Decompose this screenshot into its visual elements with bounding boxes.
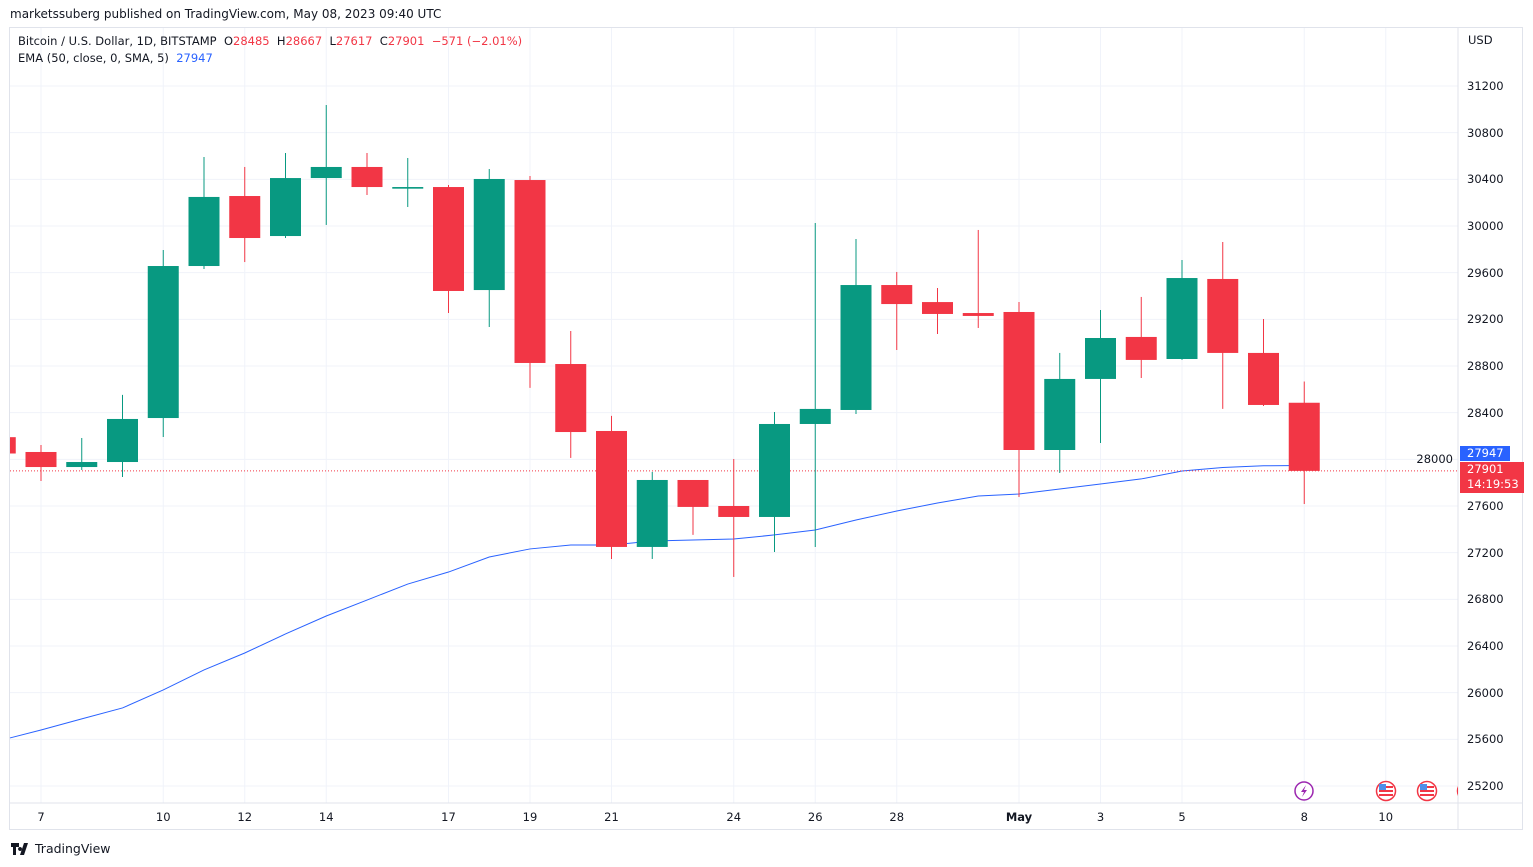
high-value: 28667 [285,34,323,48]
candle-body[interactable] [310,166,342,179]
candle-body[interactable] [1288,402,1320,471]
candle-body[interactable] [1044,378,1076,450]
candle-body[interactable] [636,479,668,547]
price-tick-label: 26000 [1467,685,1504,700]
price-tick-label: 26800 [1467,592,1504,607]
price-tick-label: 30400 [1467,172,1504,187]
candle-body[interactable] [10,437,16,454]
ema-price-tag: 27947 [1460,446,1510,461]
low-value: 27617 [335,34,373,48]
candle-body[interactable] [555,364,587,433]
price-tick-label: 26400 [1467,639,1504,653]
publisher-line: marketssuberg published on TradingView.c… [10,7,442,21]
candle-body[interactable] [66,462,98,468]
change-value: −571 (−2.01%) [431,34,523,48]
time-tick-label: 14 [318,810,334,824]
candle-body[interactable] [229,196,261,239]
chart-frame [9,27,1523,830]
candle-body[interactable] [1207,278,1239,353]
symbol-title[interactable]: Bitcoin / U.S. Dollar, 1D, BITSTAMP [18,34,217,48]
price-tick-label: 28400 [1467,405,1504,420]
candle-body[interactable] [881,285,913,305]
candle-body[interactable] [922,302,953,314]
time-tick-label: 5 [1178,810,1186,824]
time-tick-label: 21 [604,810,619,824]
open-value: 28485 [233,34,270,48]
us-flag-icon[interactable] [1375,780,1397,802]
price-tick-label: 30800 [1467,125,1504,140]
time-tick-label: 24 [726,810,742,824]
price-tick-label: 25200 [1467,779,1504,793]
time-tick-label: 19 [522,810,538,824]
candle-body[interactable] [1248,352,1279,405]
time-tick-label: 28 [889,810,905,824]
price-tick-label: 31200 [1467,79,1504,93]
candle-body[interactable] [473,178,505,291]
close-value: 27901 [387,34,425,48]
low-label: L [329,34,336,48]
time-tick-label: 26 [807,810,823,824]
symbol-legend: Bitcoin / U.S. Dollar, 1D, BITSTAMP O284… [18,34,522,48]
last-price-tag: 27901 14:19:53 [1460,462,1524,493]
candle-body[interactable] [351,166,383,188]
ema-label[interactable]: EMA (50, close, 0, SMA, 5) [18,51,169,65]
candle-body[interactable] [392,187,424,189]
ema-value: 27947 [176,51,213,65]
time-tick-label: 12 [237,810,253,824]
candle-body[interactable] [1085,338,1116,379]
price-tick-label: 27600 [1467,499,1504,513]
us-flag-icon[interactable] [1416,780,1438,802]
time-tick-label: 8 [1300,810,1308,824]
candle-body[interactable] [962,313,994,316]
us-flag-icon[interactable] [1456,782,1477,801]
time-tick-label: May [1005,810,1033,824]
price-tick-label: 28000 [1416,452,1453,467]
ema-legend: EMA (50, close, 0, SMA, 5) 27947 [18,51,213,65]
price-tick-label: 29200 [1467,312,1504,327]
time-tick-label: 7 [37,810,45,824]
price-tick-label: 25600 [1467,732,1504,747]
candle-body[interactable] [107,418,138,463]
time-tick-label: 17 [441,810,456,824]
bar-countdown: 14:19:53 [1467,477,1519,491]
candle-body[interactable] [25,451,57,468]
lightning-icon[interactable] [1294,781,1314,801]
price-tick-label: 28800 [1467,359,1504,373]
price-tick-label: 29600 [1467,265,1504,280]
candle-body[interactable] [147,266,179,419]
tradingview-logo-icon [11,842,28,855]
time-tick-label: 10 [1378,810,1394,824]
candle-body[interactable] [759,423,790,517]
brand-name: TradingView [35,841,111,856]
high-label: H [276,34,286,48]
close-label: C [379,34,388,48]
price-tick-label: 27200 [1467,545,1504,560]
time-tick-label: 3 [1096,810,1105,824]
candle-body[interactable] [840,285,872,410]
candle-body[interactable] [270,178,301,237]
currency-label[interactable]: USD [1468,33,1493,47]
time-tick-label: 10 [155,810,171,824]
candle-body[interactable] [596,430,627,547]
candle-body[interactable] [1125,336,1157,360]
candle-body[interactable] [188,196,220,267]
candle-body[interactable] [514,180,546,363]
tradingview-logo[interactable]: TradingView [11,841,111,856]
price-tick-label: 30000 [1467,219,1504,233]
open-label: O [223,34,233,48]
candle-body[interactable] [1166,278,1198,359]
candle-body[interactable] [799,408,831,424]
candle-body[interactable] [1003,311,1035,450]
candle-body[interactable] [433,187,464,291]
candle-body[interactable] [718,506,750,517]
candle-body[interactable] [677,479,709,507]
last-price: 27901 [1467,462,1504,476]
